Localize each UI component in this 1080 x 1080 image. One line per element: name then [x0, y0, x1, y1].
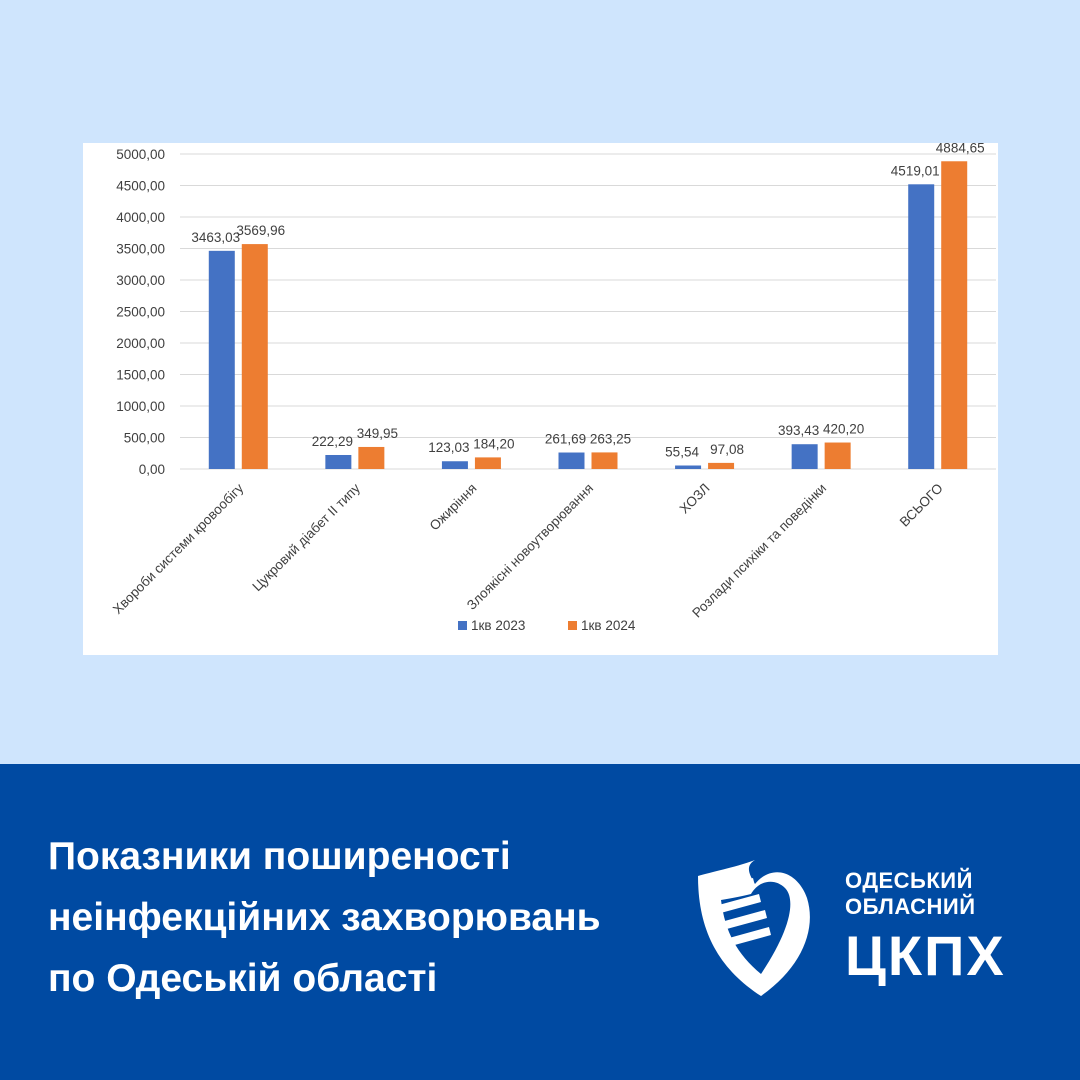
- data-label: 4884,65: [936, 143, 985, 155]
- headline: Показники поширеності неінфекційних захв…: [48, 826, 688, 1009]
- bar-2024: [241, 244, 268, 469]
- bar-2024: [591, 452, 618, 469]
- legend: 1кв 2023 1кв 2024: [458, 618, 636, 633]
- legend-label: 1кв 2024: [581, 618, 636, 633]
- y-tick-label: 500,00: [124, 431, 165, 446]
- bar-2023: [908, 184, 935, 469]
- category-label: Хвороби системи кровообігу: [110, 480, 247, 617]
- data-label: 263,25: [590, 431, 631, 446]
- bar-2024: [358, 446, 385, 469]
- data-label: 4519,01: [891, 163, 940, 178]
- data-label: 222,29: [312, 434, 353, 449]
- logo-line-2: ОБЛАСНИЙ: [845, 894, 976, 919]
- bars-layer: [208, 161, 968, 470]
- category-label: Цукровий діабет ІІ типу: [249, 480, 363, 594]
- data-label: 393,43: [778, 423, 819, 438]
- y-tick-label: 2500,00: [116, 305, 165, 320]
- y-tick-label: 0,00: [139, 462, 165, 477]
- chart-card: 0,00 500,00 1000,00 1500,00 2000,00 2500,00 30…: [83, 143, 998, 655]
- bar-2024: [824, 442, 851, 469]
- bar-2023: [208, 250, 235, 469]
- category-labels-layer: Хвороби системи кровообігу Цукровий діабе…: [110, 480, 946, 620]
- data-label: 349,95: [357, 426, 398, 441]
- y-axis-ticks: 0,00 500,00 1000,00 1500,00 2000,00 2500,00 30…: [116, 147, 165, 477]
- data-label: 97,08: [710, 442, 744, 457]
- category-label: Розлади психіки та поведінки: [689, 481, 829, 621]
- y-tick-label: 2000,00: [116, 336, 165, 351]
- bar-2023: [558, 452, 585, 469]
- data-label: 123,03: [428, 440, 469, 455]
- bar-2024: [474, 457, 501, 469]
- bar-2023: [325, 454, 352, 469]
- headline-line-3: по Одеській області: [48, 957, 438, 1000]
- headline-line-1: Показники поширеності: [48, 835, 511, 878]
- y-tick-label: 4000,00: [116, 210, 165, 225]
- data-label: 3463,03: [191, 230, 240, 245]
- y-tick-label: 3000,00: [116, 273, 165, 288]
- bar-2024: [708, 462, 735, 469]
- bar-2023: [791, 444, 818, 469]
- legend-swatch-2024: [568, 621, 577, 630]
- legend-label: 1кв 2023: [471, 618, 525, 633]
- shield-heart-icon: [698, 860, 810, 996]
- category-label: Ожиріння: [427, 481, 480, 534]
- data-label: 3569,96: [236, 223, 285, 238]
- bar-2023: [675, 465, 702, 469]
- data-label: 261,69: [545, 432, 586, 447]
- logo-text: ОДЕСЬКИЙ ОБЛАСНИЙ ЦКПХ: [845, 868, 1006, 986]
- logo-abbreviation: ЦКПХ: [845, 924, 1006, 987]
- headline-line-2: неінфекційних захворювань: [48, 896, 601, 939]
- category-label: ХОЗЛ: [677, 481, 713, 517]
- bar-2024: [941, 161, 968, 470]
- y-tick-label: 3500,00: [116, 242, 165, 257]
- bottom-banner: [0, 764, 1080, 1080]
- logo-line-1: ОДЕСЬКИЙ: [845, 868, 973, 893]
- category-label: ВСЬОГО: [897, 481, 946, 530]
- data-label: 184,20: [473, 436, 514, 451]
- legend-swatch-2023: [458, 621, 467, 630]
- grid-layer: [180, 153, 996, 470]
- bar-2023: [441, 461, 468, 469]
- data-label: 55,54: [665, 445, 699, 460]
- y-tick-label: 1000,00: [116, 399, 165, 414]
- bar-chart: 0,00 500,00 1000,00 1500,00 2000,00 2500,00 30…: [110, 143, 996, 633]
- y-tick-label: 1500,00: [116, 368, 165, 383]
- y-tick-label: 4500,00: [116, 179, 165, 194]
- category-label: Злоякісні новоутворювання: [464, 481, 596, 613]
- data-label: 420,20: [823, 422, 864, 437]
- y-tick-label: 5000,00: [116, 147, 165, 162]
